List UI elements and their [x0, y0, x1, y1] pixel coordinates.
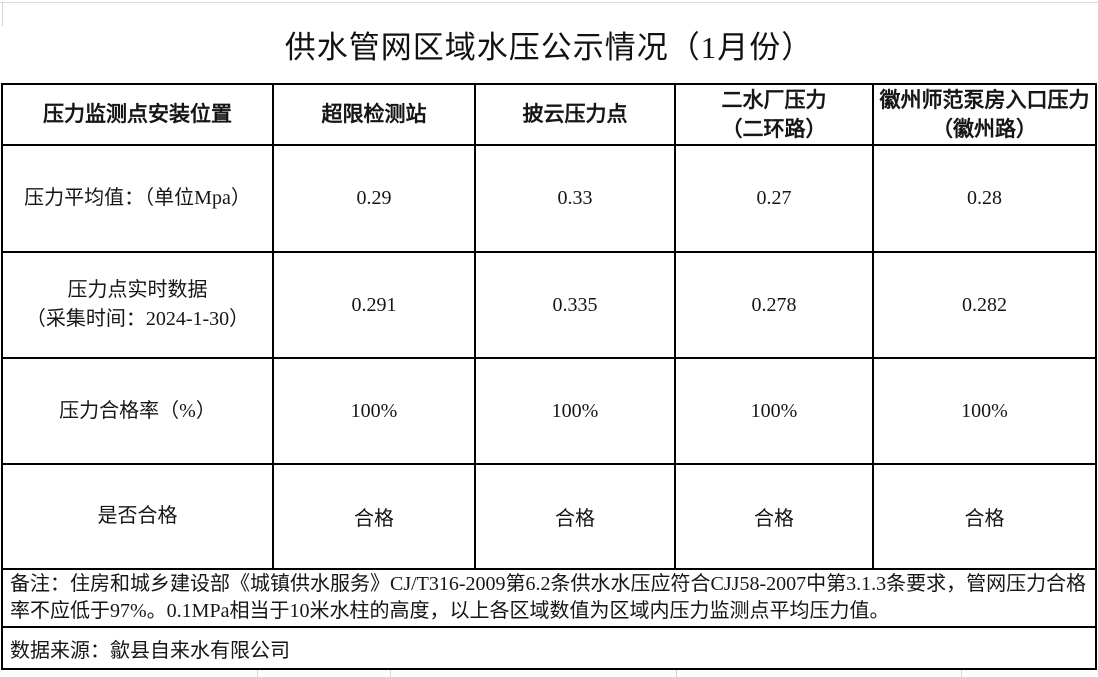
row-average-pressure: 压力平均值：（单位Mpa） 0.29 0.33 0.27 0.28 — [1, 144, 1097, 253]
remark-row: 备注：住房和城乡建设部《城镇供水服务》CJ/T316-2009第6.2条供水水压… — [1, 568, 1097, 628]
header-second-plant-line1: 二水厂压力 — [721, 87, 827, 112]
header-huizhou-pump-line1: 徽州师范泵房入口压力 — [879, 87, 1090, 112]
spreadsheet-gridline-top — [0, 2, 1098, 3]
row-pass-rate: 压力合格率（%） 100% 100% 100% 100% — [1, 357, 1097, 465]
spreadsheet-gridline-bottom-tick — [257, 667, 258, 677]
spreadsheet-gridline-bottom-tick — [676, 667, 677, 677]
value-cell: 0.27 — [674, 144, 874, 253]
value-cell: 0.278 — [674, 251, 874, 359]
row-label-qualified: 是否合格 — [1, 463, 274, 570]
row-label-average-pressure: 压力平均值：（单位Mpa） — [1, 144, 274, 253]
header-piyun-point: 披云压力点 — [474, 83, 676, 146]
value-cell: 100% — [272, 357, 476, 465]
header-huizhou-pump-line2: （徽州路） — [932, 116, 1037, 141]
spreadsheet-gridline-bottom-tick — [961, 667, 962, 677]
header-monitor-location: 压力监测点安装位置 — [1, 83, 274, 146]
value-cell: 0.282 — [872, 251, 1097, 359]
value-cell: 100% — [872, 357, 1097, 465]
value-cell: 100% — [674, 357, 874, 465]
value-cell: 0.33 — [474, 144, 676, 253]
value-cell: 100% — [474, 357, 676, 465]
data-source-text: 数据来源：歙县自来水有限公司 — [1, 626, 1097, 670]
row-label-realtime-line1: 压力点实时数据 — [67, 279, 208, 301]
value-cell: 0.291 — [272, 251, 476, 359]
row-label-pass-rate: 压力合格率（%） — [1, 357, 274, 465]
row-qualified: 是否合格 合格 合格 合格 合格 — [1, 463, 1097, 570]
row-realtime-data: 压力点实时数据 （采集时间：2024-1-30） 0.291 0.335 0.2… — [1, 251, 1097, 359]
page-title: 供水管网区域水压公示情况（1月份） — [284, 30, 814, 65]
header-row: 压力监测点安装位置 超限检测站 披云压力点 二水厂压力 （二环路） 徽州师范泵房… — [1, 83, 1097, 146]
header-huizhou-pump: 徽州师范泵房入口压力 （徽州路） — [872, 83, 1097, 146]
row-label-realtime-line2: （采集时间：2024-1-30） — [25, 308, 250, 330]
header-second-plant-line2: （二环路） — [721, 116, 827, 141]
row-label-realtime-data: 压力点实时数据 （采集时间：2024-1-30） — [1, 251, 274, 359]
spreadsheet-gridline-bottom-tick — [390, 667, 391, 677]
header-overlimit-station: 超限检测站 — [272, 83, 476, 146]
water-pressure-table: 压力监测点安装位置 超限检测站 披云压力点 二水厂压力 （二环路） 徽州师范泵房… — [1, 83, 1097, 670]
spreadsheet-gridline-left-tick — [2, 2, 3, 26]
value-cell: 0.335 — [474, 251, 676, 359]
value-cell: 合格 — [474, 463, 676, 570]
value-cell: 合格 — [272, 463, 476, 570]
source-row: 数据来源：歙县自来水有限公司 — [1, 626, 1097, 670]
value-cell: 合格 — [674, 463, 874, 570]
header-second-plant: 二水厂压力 （二环路） — [674, 83, 874, 146]
value-cell: 合格 — [872, 463, 1097, 570]
remark-text: 备注：住房和城乡建设部《城镇供水服务》CJ/T316-2009第6.2条供水水压… — [1, 568, 1097, 628]
value-cell: 0.29 — [272, 144, 476, 253]
value-cell: 0.28 — [872, 144, 1097, 253]
